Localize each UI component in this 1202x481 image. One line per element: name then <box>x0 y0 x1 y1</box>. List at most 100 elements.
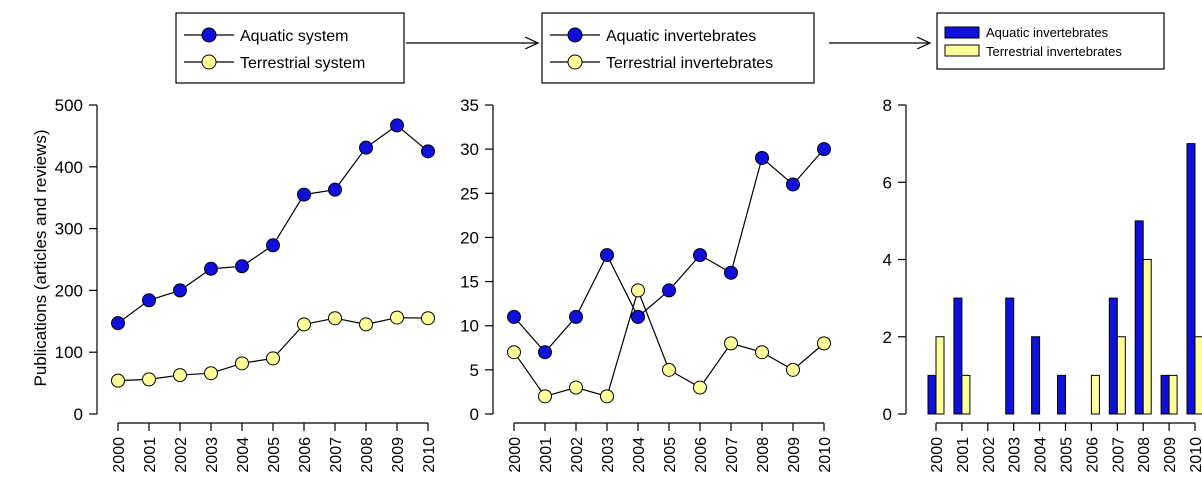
panel-1-point-aquatic-2006 <box>297 187 311 202</box>
panel-2-point-aquatic-2008 <box>755 150 769 165</box>
panel-1-point-aquatic-2001 <box>142 293 156 308</box>
panel-1-point-aquatic-2010 <box>421 144 435 159</box>
panel-2-x-tick-label-2006: 2006 <box>693 437 710 473</box>
panel-1-chart: 0 100 200 300 400 500 2000 2001 2002 2003 2004 2005… <box>55 96 438 473</box>
panel-3-y-tick-label-4: 4 <box>883 251 892 270</box>
panel-1-point-aquatic-2004 <box>235 259 249 274</box>
panel-2-x-tick-label-2000: 2000 <box>507 437 524 473</box>
panel-3-y-tick-label-2: 2 <box>883 328 892 347</box>
legend-1-marker-aquatic <box>201 27 217 43</box>
panel-3-bar-terrestrial-2007 <box>1116 336 1126 415</box>
panel-2-point-aquatic-2006 <box>693 248 707 263</box>
panel-1-x-tick-label-2004: 2004 <box>235 437 252 473</box>
panel-3-x-tick-label-2002: 2002 <box>981 437 998 473</box>
panel-2-point-terrestrial-2000 <box>507 345 521 360</box>
panel-1-point-terrestrial-2002 <box>173 368 187 383</box>
panel-1-x-tick-label-2000: 2000 <box>111 437 128 473</box>
panel-2-point-aquatic-2004 <box>631 309 645 324</box>
panel-2-y-tick-label-20: 20 <box>460 228 479 247</box>
panel-2-point-terrestrial-2007 <box>724 336 738 351</box>
panel-3-bar-aquatic-2010 <box>1186 143 1196 415</box>
legend-3-label-terrestrial: Terrestrial invertebrates <box>986 44 1122 59</box>
panel-1-point-terrestrial-2004 <box>235 356 249 371</box>
panel-2-x-tick-label-2004: 2004 <box>631 437 648 473</box>
panel-3-y-tick-label-8: 8 <box>883 96 892 115</box>
legend-2-marker-terrestrial <box>567 54 583 70</box>
panel-2-point-aquatic-2001 <box>538 345 552 360</box>
panel-3-y-tick-label-0: 0 <box>883 405 892 424</box>
panel-1-point-terrestrial-2001 <box>142 372 156 387</box>
panel-2-point-terrestrial-2009 <box>786 362 800 377</box>
panel-1-x-tick-label-2010: 2010 <box>421 437 438 473</box>
panel-2-x-tick-label-2009: 2009 <box>786 437 803 473</box>
panel-1-y-tick-label-100: 100 <box>55 343 83 362</box>
panel-1-x-tick-label-2001: 2001 <box>142 437 159 473</box>
panel-2-point-terrestrial-2001 <box>538 389 552 404</box>
panel-1-y-tick-label-200: 200 <box>55 281 83 300</box>
panel-1-y-axis-title: Publications (articles and reviews) <box>31 130 50 387</box>
panel-2-point-terrestrial-2004 <box>631 283 645 298</box>
panel-3-bar-aquatic-2007 <box>1108 297 1118 415</box>
panel-1-y-tick-label-300: 300 <box>55 220 83 239</box>
legend-2-label-aquatic: Aquatic invertebrates <box>606 28 756 45</box>
panel-1-point-aquatic-2005 <box>266 238 280 253</box>
panel-2-y-tick-label-35: 35 <box>460 96 479 115</box>
legend-3-label-aquatic: Aquatic invertebrates <box>986 25 1109 40</box>
panel-3-x-tick-label-2006: 2006 <box>1084 437 1101 473</box>
panel-2-point-terrestrial-2008 <box>755 345 769 360</box>
panel-3-bar-aquatic-2003 <box>1005 297 1015 415</box>
panel-3-bar-terrestrial-2000 <box>935 336 945 415</box>
legend-1-marker-terrestrial <box>201 54 217 70</box>
panel-2-x-tick-label-2005: 2005 <box>662 437 679 473</box>
panel-2-point-terrestrial-2002 <box>569 380 583 395</box>
panel-3-chart: 0 2 4 6 8 2000 2001 2002 2003 2004 2005 2006 2007 200… <box>883 96 1202 473</box>
legend-3: Aquatic invertebrates Terrestrial invert… <box>936 12 1165 70</box>
legend-1-label-aquatic: Aquatic system <box>240 28 348 45</box>
panel-1-point-terrestrial-2006 <box>297 317 311 332</box>
panel-1-point-aquatic-2007 <box>328 182 342 197</box>
panel-1-point-aquatic-2008 <box>359 140 373 155</box>
panel-3-bar-aquatic-2009 <box>1160 374 1170 415</box>
panel-3-bar-aquatic-2001 <box>953 297 963 415</box>
legend-1-label-terrestrial: Terrestrial system <box>240 55 365 72</box>
panel-1-point-terrestrial-2000 <box>111 373 125 388</box>
panel-2-x-tick-label-2010: 2010 <box>817 437 834 473</box>
panel-3-bar-aquatic-2000 <box>927 374 937 415</box>
panel-2-x-tick-label-2002: 2002 <box>569 437 586 473</box>
panel-1-point-terrestrial-2005 <box>266 351 280 366</box>
panel-3-x-tick-label-2004: 2004 <box>1033 437 1050 473</box>
panel-2-line-aquatic <box>513 148 825 354</box>
panel-2-x-tick-label-2001: 2001 <box>538 437 555 473</box>
panel-2-point-terrestrial-2010 <box>817 336 831 351</box>
panel-2-point-terrestrial-2006 <box>693 380 707 395</box>
panel-2-y-tick-label-0: 0 <box>470 405 479 424</box>
panel-3-x-tick-label-2001: 2001 <box>955 437 972 473</box>
panel-3-y-tick-label-6: 6 <box>883 173 892 192</box>
panel-3-bar-aquatic-2008 <box>1134 220 1144 415</box>
panel-1-point-terrestrial-2007 <box>328 311 342 326</box>
legend-3-swatch-terrestrial <box>944 44 980 57</box>
panel-1-y-tick-label-400: 400 <box>55 158 83 177</box>
panel-3-x-tick-label-2010: 2010 <box>1188 437 1202 473</box>
panel-1-x-tick-label-2002: 2002 <box>173 437 190 473</box>
panel-1-x-tick-label-2007: 2007 <box>328 437 345 473</box>
panel-2-point-aquatic-2005 <box>662 283 676 298</box>
legend-2-label-terrestrial: Terrestrial invertebrates <box>606 55 773 72</box>
panel-2-y-tick-label-25: 25 <box>460 184 479 203</box>
panel-3-bar-terrestrial-2010 <box>1194 336 1202 415</box>
panel-1-x-tick-label-2003: 2003 <box>204 437 221 473</box>
legend-2: Aquatic invertebrates Terrestrial invert… <box>541 12 815 84</box>
panel-1-y-tick-label-500: 500 <box>55 96 83 115</box>
panel-2-line-terrestrial <box>513 288 825 398</box>
panel-2-y-tick-label-30: 30 <box>460 140 479 159</box>
panel-1-point-aquatic-2003 <box>204 261 218 276</box>
panel-2-y-tick-label-5: 5 <box>470 361 479 380</box>
panel-3-x-tick-label-2008: 2008 <box>1136 437 1153 473</box>
panel-2-point-aquatic-2003 <box>600 248 614 263</box>
legend-1: Aquatic system Terrestrial system <box>175 12 405 84</box>
panel-1-x-tick-label-2008: 2008 <box>359 437 376 473</box>
panel-2-point-terrestrial-2003 <box>600 389 614 404</box>
panel-3-bar-aquatic-2005 <box>1057 374 1066 415</box>
panel-1-line-aquatic <box>117 124 429 324</box>
panel-1-point-aquatic-2000 <box>111 316 125 331</box>
